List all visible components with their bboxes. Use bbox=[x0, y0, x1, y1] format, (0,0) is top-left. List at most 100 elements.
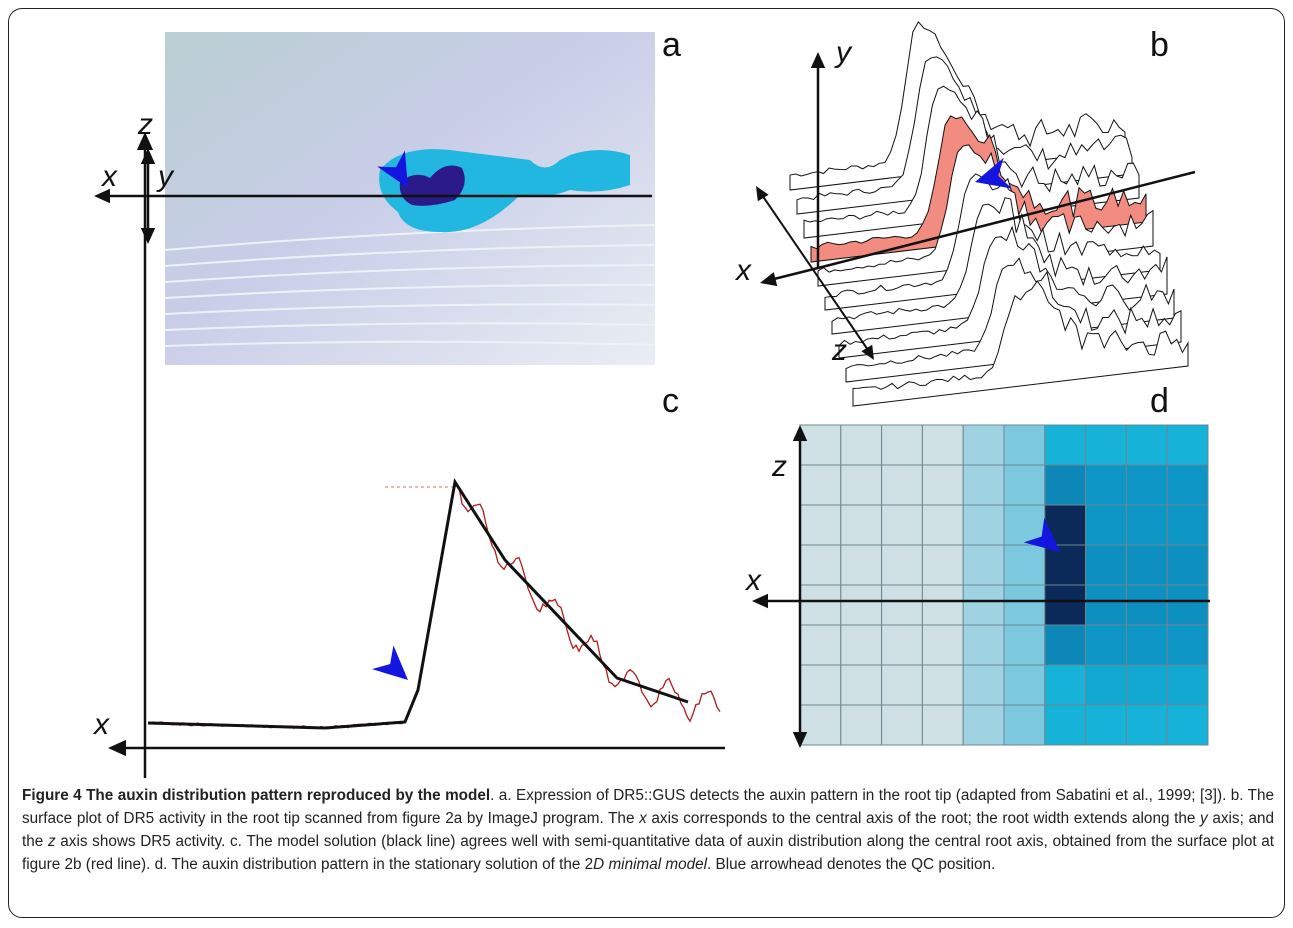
qc-arrowhead bbox=[377, 150, 408, 188]
axis-label: y bbox=[156, 160, 175, 193]
caption-text: . Blue arrowhead denotes the QC position… bbox=[707, 856, 996, 873]
grid-cell bbox=[799, 504, 842, 546]
grid-cell bbox=[799, 664, 842, 706]
figure: a b c d z x y x z y x z x bbox=[92, 21, 1210, 778]
grid-cell bbox=[962, 624, 1005, 666]
grid-cell bbox=[799, 424, 842, 466]
axis-label: y bbox=[834, 36, 853, 69]
grid-cell bbox=[921, 664, 964, 706]
arrowhead bbox=[861, 344, 874, 360]
grid-cell bbox=[1003, 424, 1046, 466]
grid-cell bbox=[840, 704, 883, 746]
grid-cell bbox=[840, 504, 883, 546]
grid-cell bbox=[840, 424, 883, 466]
grid-cell bbox=[962, 544, 1005, 586]
axis-line bbox=[817, 170, 1196, 270]
caption: Figure 4 The auxin distribution pattern … bbox=[22, 784, 1274, 876]
caption-text: axis shows DR5 activity. c. The model so… bbox=[22, 833, 1275, 873]
qc-arrowhead bbox=[372, 645, 408, 680]
data-line bbox=[149, 483, 721, 730]
arrowhead bbox=[140, 148, 156, 164]
grid-cell bbox=[1085, 584, 1127, 626]
grid-cell bbox=[1044, 464, 1087, 506]
axis-label: x bbox=[92, 708, 110, 741]
axis-line bbox=[769, 266, 819, 282]
cell-line bbox=[164, 224, 656, 251]
panel-label: b bbox=[1150, 26, 1169, 64]
arrowhead bbox=[792, 732, 808, 748]
grid-cell bbox=[1166, 544, 1209, 586]
grid-cell bbox=[962, 584, 1005, 626]
axis-label: x bbox=[734, 254, 752, 287]
caption-text: D minimal model bbox=[593, 856, 708, 873]
grid-cell bbox=[881, 424, 923, 466]
grid-cell bbox=[921, 464, 964, 506]
grid-cell bbox=[1166, 584, 1209, 626]
grid-cell bbox=[1044, 584, 1087, 626]
grid-cell bbox=[1044, 544, 1087, 586]
grid-cell bbox=[1125, 664, 1168, 706]
grid-cell bbox=[1125, 544, 1168, 586]
grid-cell bbox=[881, 704, 923, 746]
grid-cell bbox=[1125, 624, 1168, 666]
grid-cell bbox=[1166, 504, 1209, 546]
grid-cell bbox=[1044, 424, 1087, 466]
grid-cell bbox=[799, 544, 842, 586]
grid-cell bbox=[1166, 664, 1209, 706]
panel-label: a bbox=[662, 26, 681, 64]
grid-cell bbox=[962, 664, 1005, 706]
arrowhead bbox=[810, 52, 826, 68]
grid-cell bbox=[962, 504, 1005, 546]
arrowhead bbox=[752, 593, 768, 609]
grid-cell bbox=[840, 584, 883, 626]
grid-cell bbox=[1044, 624, 1087, 666]
grid-cell bbox=[840, 544, 883, 586]
cell-line bbox=[164, 264, 656, 283]
grid-cell bbox=[840, 624, 883, 666]
panel-label: d bbox=[1150, 382, 1169, 420]
caption-text: y bbox=[1200, 810, 1208, 827]
qc-arrowhead bbox=[1023, 517, 1060, 552]
caption-text: z bbox=[47, 833, 56, 850]
grid-cell bbox=[1125, 584, 1168, 626]
grid-cell bbox=[921, 624, 964, 666]
axis-line bbox=[761, 194, 869, 351]
grid-cell bbox=[1085, 424, 1127, 466]
grid-cell bbox=[962, 704, 1005, 746]
cell-line bbox=[164, 340, 656, 347]
caption-title: Figure 4 The auxin distribution pattern … bbox=[22, 787, 491, 804]
caption-text: . a. Expression of DR5::GUS detects the … bbox=[22, 787, 1274, 827]
grid-cell bbox=[1125, 704, 1168, 746]
model-line bbox=[147, 477, 689, 730]
axis-label: x bbox=[100, 160, 118, 193]
grid-cell bbox=[1125, 504, 1168, 546]
arrowhead bbox=[792, 425, 808, 441]
grid-cell bbox=[921, 544, 964, 586]
grid-cell bbox=[1003, 704, 1046, 746]
arrowhead bbox=[108, 739, 126, 757]
arrowhead bbox=[136, 132, 154, 150]
grid-cell bbox=[799, 584, 842, 626]
panel-label: c bbox=[662, 382, 679, 420]
grid-cell bbox=[1166, 704, 1209, 746]
grid-cell bbox=[799, 704, 842, 746]
cell-line bbox=[164, 322, 656, 331]
arrowhead bbox=[140, 228, 156, 244]
grid-cell bbox=[799, 624, 842, 666]
grid-cell bbox=[1166, 464, 1209, 506]
grid-cell bbox=[1085, 664, 1127, 706]
axis-label: z bbox=[771, 450, 787, 483]
grid-cell bbox=[1085, 704, 1127, 746]
grid-cell bbox=[1125, 424, 1168, 466]
grid-cell bbox=[881, 504, 923, 546]
grid-cell bbox=[1085, 544, 1127, 586]
grid-cell bbox=[921, 424, 964, 466]
axis-label: x bbox=[744, 564, 762, 597]
grid-cell bbox=[1085, 464, 1127, 506]
grid-cell bbox=[921, 504, 964, 546]
cell-line bbox=[164, 303, 656, 315]
grid-cell bbox=[962, 464, 1005, 506]
figure-frame bbox=[8, 8, 1285, 918]
